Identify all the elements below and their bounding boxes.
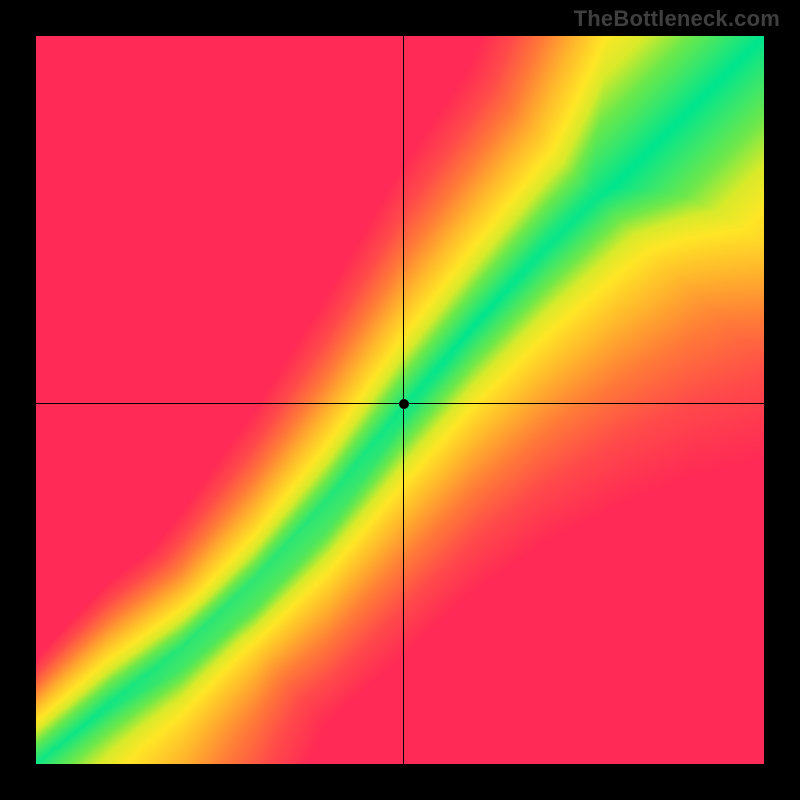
selection-marker	[399, 399, 409, 409]
watermark-text: TheBottleneck.com	[574, 6, 780, 32]
